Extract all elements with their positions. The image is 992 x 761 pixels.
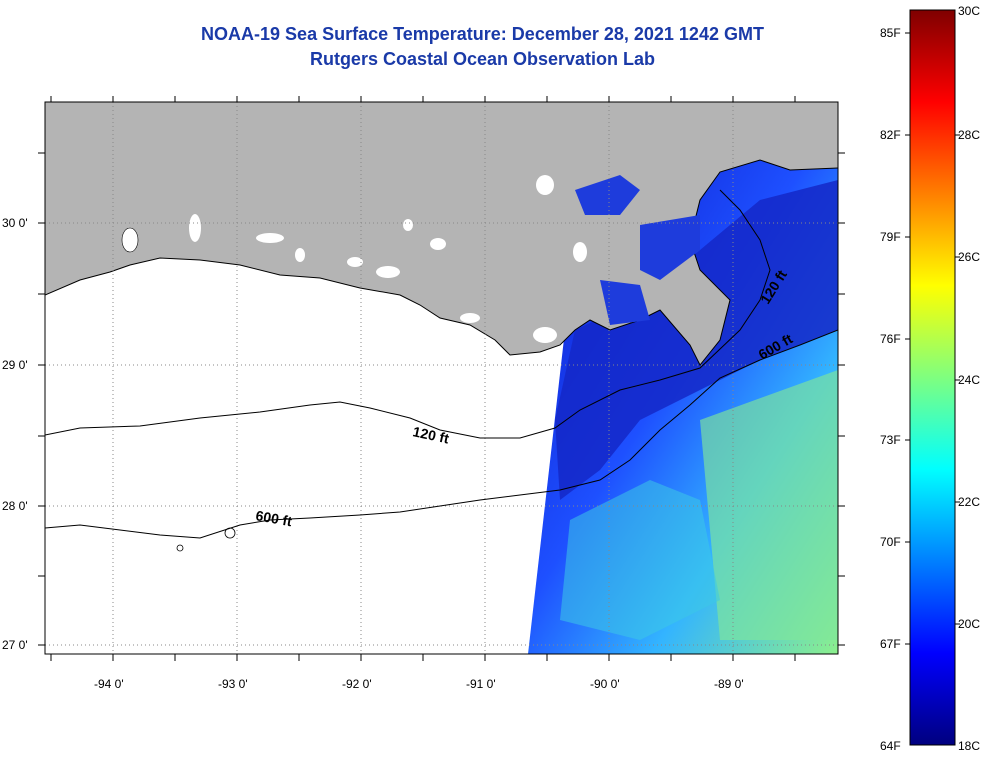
contour-label-120-west: 120 ft [411, 423, 450, 446]
cb-c-30: 30C [958, 4, 981, 18]
lat-label-29: 29 0' [2, 358, 28, 372]
cb-c-18: 18C [958, 739, 981, 753]
contour-label-600-west: 600 ft [254, 507, 293, 529]
cb-f-79: 79F [880, 230, 901, 244]
lon-label-92: -92 0' [342, 677, 372, 691]
coastline [45, 159, 838, 366]
lat-label-28: 28 0' [2, 499, 28, 513]
map-subtitle: Rutgers Coastal Ocean Observation Lab [309, 49, 656, 69]
cb-f-70: 70F [880, 535, 901, 549]
lat-ticks [38, 152, 845, 646]
lon-label-94: -94 0' [94, 677, 124, 691]
contour-600ft [45, 329, 838, 539]
colorbar [909, 9, 956, 746]
colorbar-ticks [905, 32, 960, 645]
graticule [45, 102, 838, 654]
lat-label-30: 30 0' [2, 216, 28, 230]
cb-f-64: 64F [880, 739, 901, 753]
cb-f-76: 76F [880, 332, 901, 346]
lon-label-89: -89 0' [714, 677, 744, 691]
cb-f-67: 67F [880, 637, 901, 651]
cb-c-28: 28C [958, 128, 981, 142]
contour-120ft [45, 189, 771, 439]
cb-c-24: 24C [958, 373, 981, 387]
cb-f-73: 73F [880, 433, 901, 447]
lon-label-91: -91 0' [466, 677, 496, 691]
cb-f-85: 85F [880, 26, 901, 40]
cb-c-22: 22C [958, 495, 981, 509]
cb-f-82: 82F [880, 128, 901, 142]
cb-c-26: 26C [958, 250, 981, 264]
sst-warm-patch [700, 370, 838, 640]
map-frame [44, 101, 839, 655]
lon-label-90: -90 0' [590, 677, 620, 691]
lat-label-27: 27 0' [2, 638, 28, 652]
lon-label-93: -93 0' [218, 677, 248, 691]
sst-mid-patch [560, 480, 720, 640]
lon-ticks [50, 96, 796, 661]
cb-c-20: 20C [958, 617, 981, 631]
map-title: NOAA-19 Sea Surface Temperature: Decembe… [201, 24, 764, 44]
inland-water-sst [575, 175, 640, 215]
